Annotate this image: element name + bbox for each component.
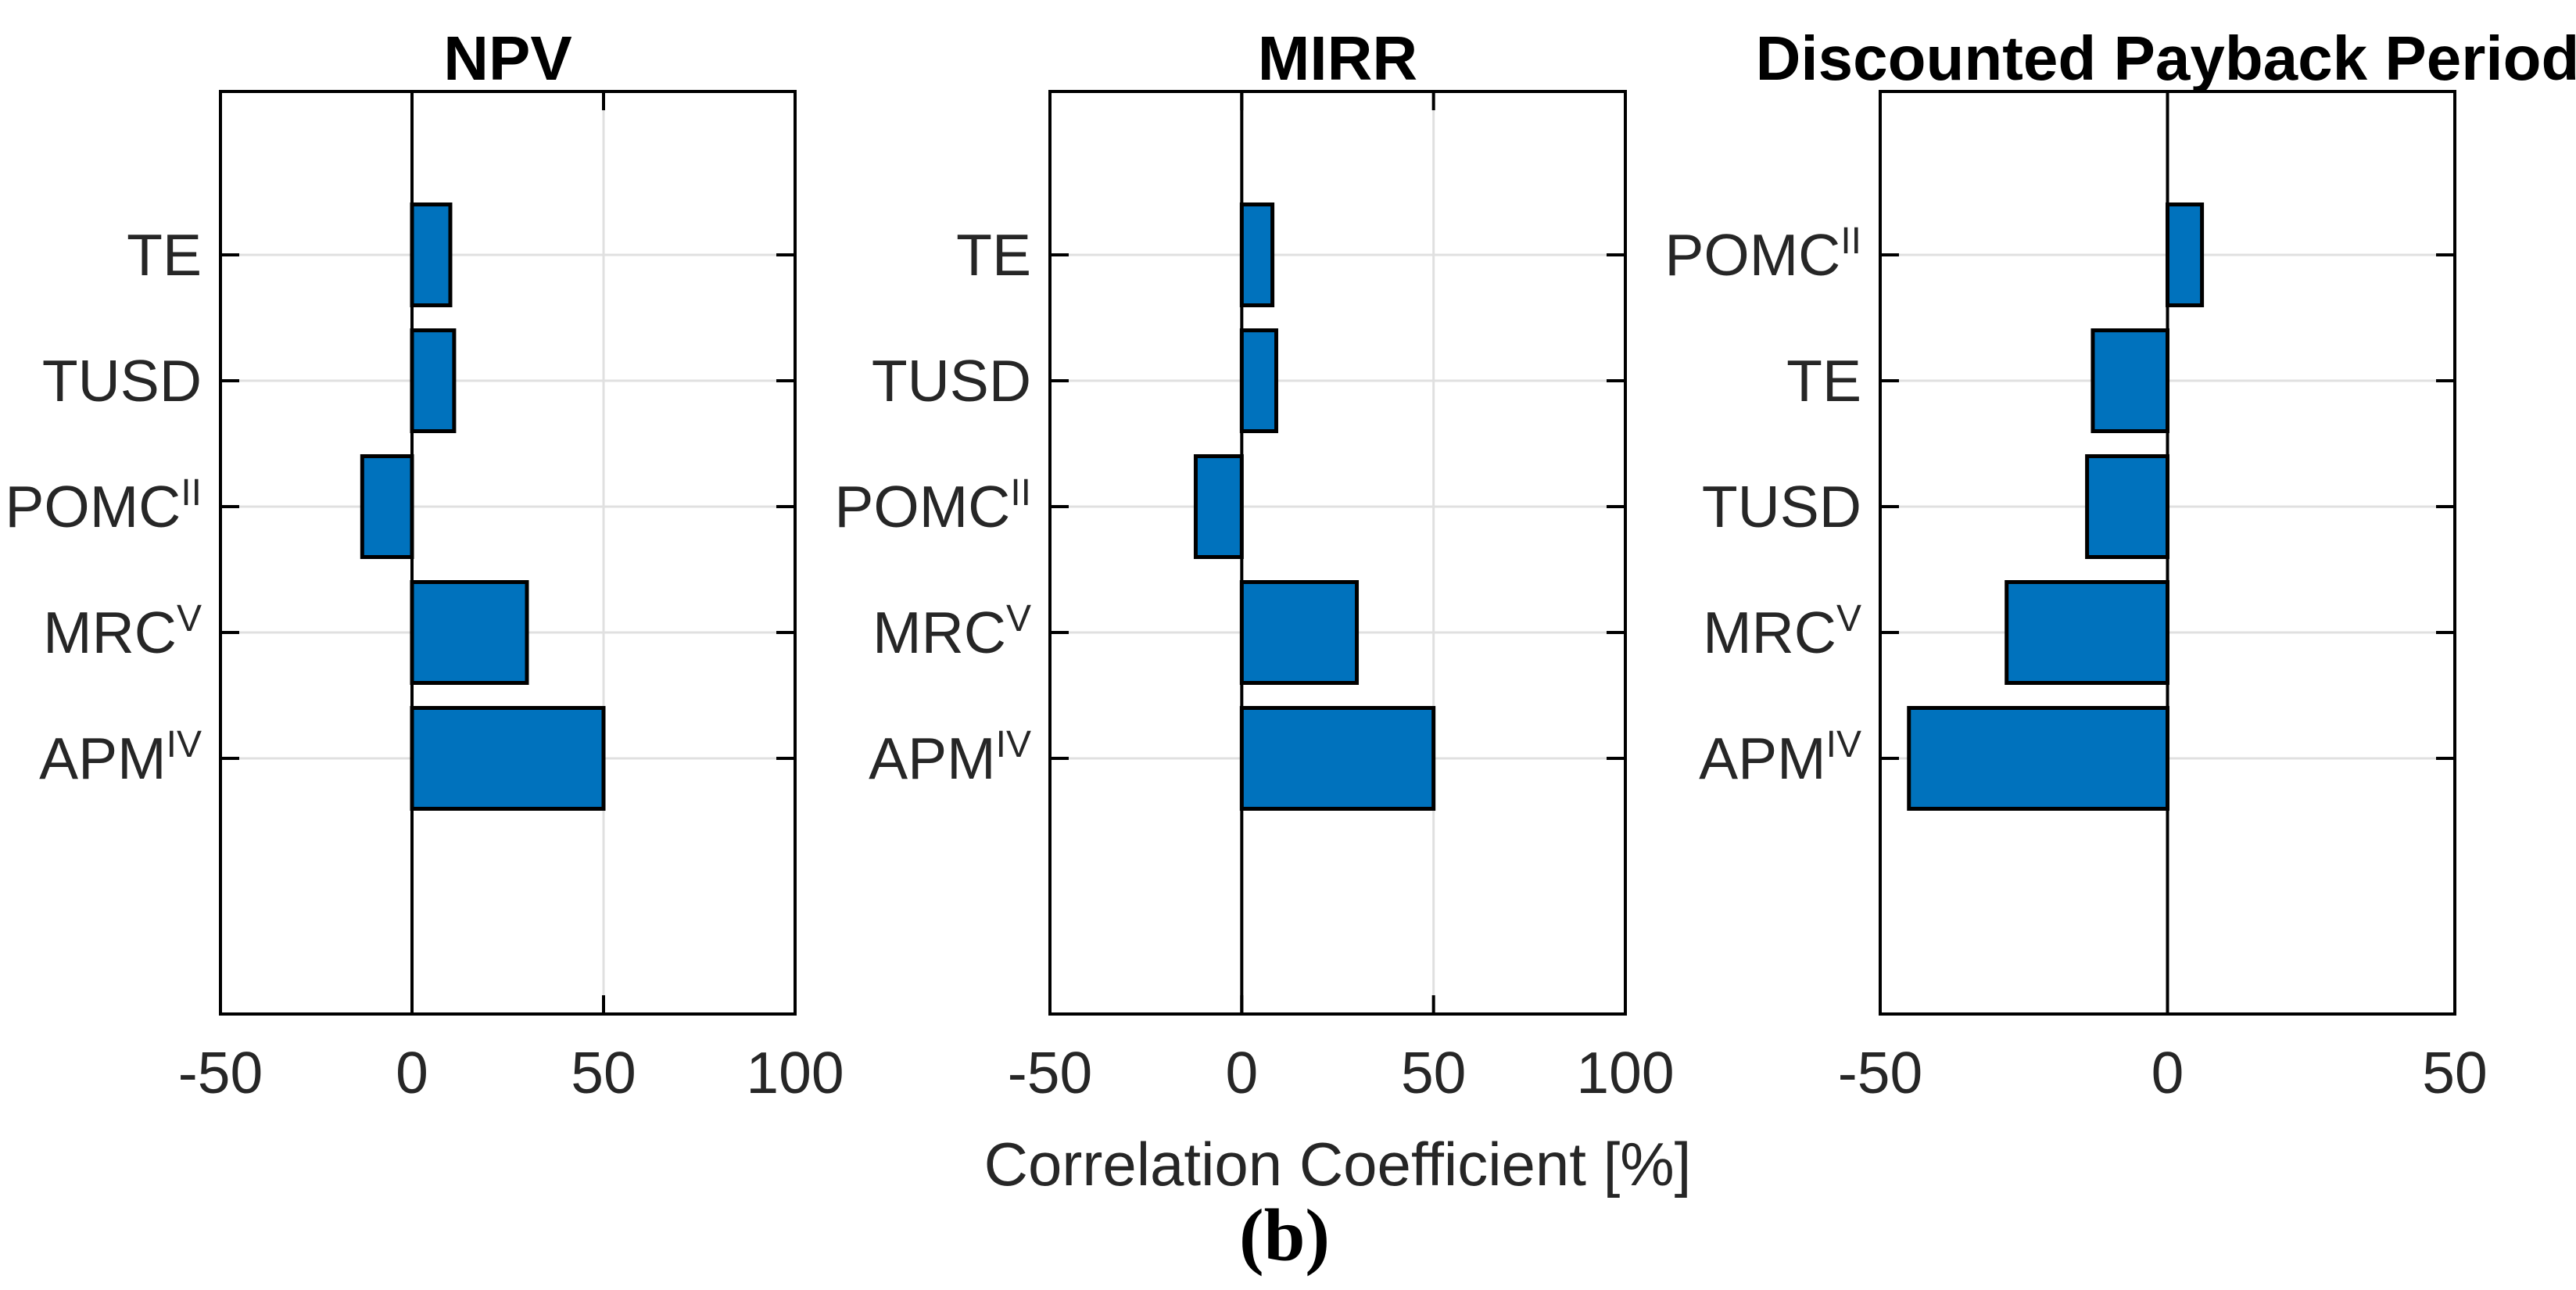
bar-mrcv: [2005, 580, 2169, 685]
x-tick-label-npv-100: 100: [746, 1040, 844, 1105]
bar-apmiv: [410, 706, 606, 811]
category-label-pomcii: POMCII: [834, 472, 1031, 539]
bar-te: [2091, 328, 2169, 433]
category-label-tusd: TUSD: [42, 348, 202, 414]
category-label-tusd: TUSD: [1702, 474, 1861, 539]
x-tick-label-npv-50: 50: [571, 1040, 636, 1105]
chart-title-mirr: MIRR: [1258, 23, 1417, 93]
bar-mrcv: [410, 580, 529, 685]
bar-tusd: [2085, 454, 2170, 559]
category-label-pomcii: POMCII: [5, 472, 202, 539]
chart-npv: NPV TE TUSD POMCII MRCV APMIV -50 0 50 100: [5, 23, 844, 1105]
bar-pomcii: [360, 454, 414, 559]
figure-caption: (b): [1239, 1194, 1330, 1277]
x-tick-label-mirr-0: 0: [1225, 1040, 1258, 1105]
x-tick-label-mirr-100: 100: [1576, 1040, 1674, 1105]
chart-title-discounted-payback-period: Discounted Payback Period: [1756, 23, 2576, 93]
category-label-mrcv: MRCV: [43, 598, 202, 665]
category-label-te: TE: [956, 222, 1031, 288]
category-label-tusd: TUSD: [872, 348, 1031, 414]
bar-tusd: [410, 328, 457, 433]
category-label-te: TE: [127, 222, 202, 288]
x-tick-label-discounted-payback-period-0: 0: [2151, 1040, 2184, 1105]
bar-te: [410, 202, 453, 307]
x-tick-label-discounted-payback-period--50: -50: [1838, 1040, 1922, 1105]
category-label-pomcii: POMCII: [1664, 220, 1861, 288]
chart-title-npv: NPV: [443, 23, 572, 93]
bar-pomcii: [2166, 202, 2205, 307]
category-label-te: TE: [1786, 348, 1861, 414]
bar-apmiv: [1239, 706, 1436, 811]
category-label-apmiv: APMIV: [39, 724, 202, 791]
x-tick-label-npv-0: 0: [396, 1040, 428, 1105]
x-tick-label-mirr--50: -50: [1008, 1040, 1092, 1105]
x-tick-label-discounted-payback-period-50: 50: [2422, 1040, 2487, 1105]
category-label-mrcv: MRCV: [872, 598, 1031, 665]
bar-mrcv: [1239, 580, 1360, 685]
plot-border: [219, 90, 797, 1016]
category-label-mrcv: MRCV: [1703, 598, 1861, 665]
x-tick-label-npv--50: -50: [178, 1040, 263, 1105]
charts-layer: NPV TE TUSD POMCII MRCV APMIV -50 0 50 100 MIRR TE T…: [5, 23, 2576, 1105]
chart-discounted-payback-period: Discounted Payback Period POMCII TE TUSD MRC…: [1664, 23, 2576, 1105]
bar-te: [1239, 202, 1275, 307]
category-label-apmiv: APMIV: [1699, 724, 1861, 791]
bar-pomcii: [1193, 454, 1244, 559]
x-axis-label: Correlation Coefficient [%]: [984, 1130, 1692, 1199]
plot-border: [1048, 90, 1627, 1016]
bar-tusd: [1239, 328, 1278, 433]
x-tick-label-mirr-50: 50: [1401, 1040, 1466, 1105]
category-label-apmiv: APMIV: [869, 724, 1031, 791]
chart-mirr: MIRR TE TUSD POMCII MRCV APMIV -50 0 50 100: [834, 23, 1674, 1105]
bar-apmiv: [1907, 706, 2169, 811]
